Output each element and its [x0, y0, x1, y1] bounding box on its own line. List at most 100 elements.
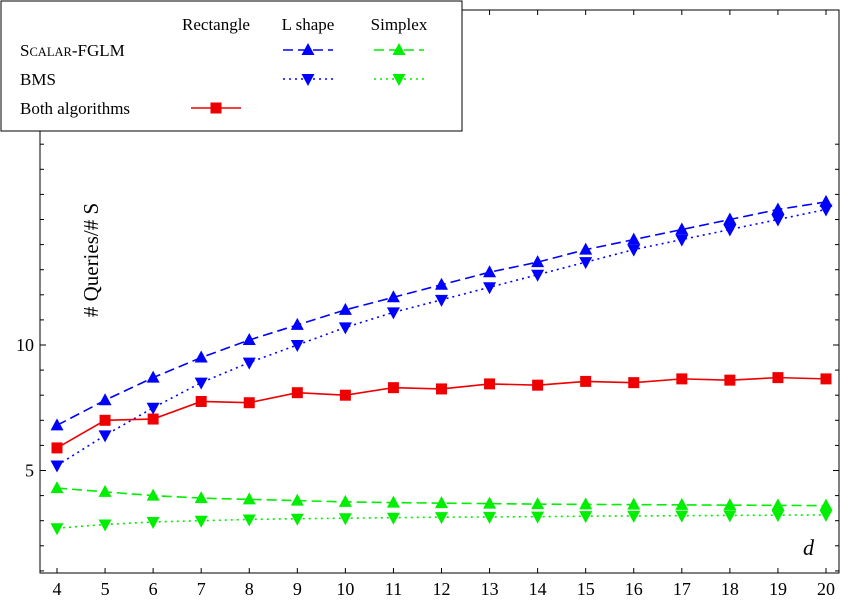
x-tick-label: 9	[293, 579, 302, 599]
x-tick-label: 6	[149, 579, 158, 599]
data-point-scalar-fglm-simplex	[50, 481, 64, 494]
data-point-scalar-fglm-simplex	[242, 492, 256, 505]
data-point-both-algorithms-rectangle	[147, 413, 159, 425]
data-point-scalar-fglm-simplex	[290, 493, 304, 506]
data-point-scalar-fglm-l-shape	[771, 202, 785, 215]
data-point-scalar-fglm-simplex	[579, 497, 593, 510]
data-point-scalar-fglm-l-shape	[98, 393, 112, 406]
data-point-both-algorithms-rectangle	[243, 397, 255, 409]
data-point-bms-l-shape	[819, 204, 833, 217]
series-line-bms-l-shape	[56, 208, 827, 467]
y-tick-label: 5	[25, 461, 34, 481]
data-point-bms-l-shape	[146, 402, 160, 415]
data-point-bms-l-shape	[290, 340, 304, 352]
x-tick-label: 16	[625, 579, 643, 599]
legend: Rectangle L shape Simplex SCALAR-FGLM BM…	[0, 0, 463, 132]
data-point-bms-simplex	[675, 510, 689, 523]
series-bms-simplex	[50, 509, 833, 536]
data-point-bms-simplex	[194, 515, 208, 528]
data-point-scalar-fglm-l-shape	[435, 277, 448, 290]
data-point-both-algorithms-rectangle	[436, 383, 447, 395]
legend-marker-scalar-fglm-l-shape	[301, 43, 315, 55]
data-point-scalar-fglm-simplex	[338, 494, 352, 507]
legend-marker-both-algorithms-rectangle	[210, 102, 222, 114]
data-point-bms-l-shape	[675, 234, 689, 247]
axis-ticks: 4 5 6 7 8 9 10 11 12 13 14 15 16 17 18 19 20 5 10	[16, 10, 839, 599]
x-tick-label: 8	[245, 579, 254, 599]
x-tick-label: 15	[577, 579, 595, 599]
series-scalar-fglm-l-shape	[50, 194, 833, 431]
data-point-scalar-fglm-l-shape	[819, 194, 833, 207]
data-point-scalar-fglm-l-shape	[338, 302, 352, 315]
data-point-bms-simplex	[242, 514, 256, 527]
data-point-scalar-fglm-simplex	[194, 491, 208, 504]
data-point-both-algorithms-rectangle	[724, 374, 736, 386]
data-point-bms-simplex	[290, 513, 304, 526]
legend-row-scalar-fglm: SCALAR-FGLM	[20, 41, 125, 60]
series-scalar-fglm-simplex	[50, 481, 833, 511]
x-tick-label: 7	[197, 579, 206, 599]
series-layer	[50, 194, 833, 536]
x-tick-label: 14	[529, 579, 547, 599]
x-tick-label: 4	[53, 579, 62, 599]
data-point-bms-simplex	[435, 512, 448, 525]
legend-marker-bms-simplex	[392, 74, 406, 86]
data-point-scalar-fglm-l-shape	[146, 370, 160, 383]
data-point-scalar-fglm-l-shape	[531, 255, 545, 268]
x-tick-label: 12	[433, 579, 451, 599]
data-point-bms-simplex	[386, 512, 400, 525]
data-point-both-algorithms-rectangle	[532, 379, 544, 391]
data-point-bms-l-shape	[579, 257, 593, 270]
data-point-bms-simplex	[483, 511, 497, 524]
data-point-both-algorithms-rectangle	[484, 378, 496, 390]
data-point-bms-l-shape	[194, 377, 208, 390]
data-point-bms-simplex	[146, 516, 160, 529]
data-point-bms-l-shape	[531, 269, 545, 282]
data-point-scalar-fglm-simplex	[723, 498, 737, 511]
x-tick-label: 5	[101, 579, 110, 599]
data-point-bms-l-shape	[242, 357, 256, 370]
data-point-both-algorithms-rectangle	[772, 372, 784, 384]
x-tick-label: 17	[673, 579, 691, 599]
legend-col-rectangle: Rectangle	[182, 15, 250, 34]
data-point-scalar-fglm-simplex	[819, 498, 833, 511]
legend-marker-scalar-fglm-simplex	[392, 43, 406, 55]
data-point-scalar-fglm-l-shape	[483, 265, 497, 278]
data-point-scalar-fglm-l-shape	[579, 242, 593, 255]
data-point-bms-l-shape	[98, 430, 112, 443]
data-point-bms-simplex	[98, 519, 112, 532]
data-point-both-algorithms-rectangle	[628, 377, 640, 389]
data-point-both-algorithms-rectangle	[339, 389, 351, 401]
data-point-bms-l-shape	[771, 214, 785, 227]
data-point-scalar-fglm-l-shape	[290, 317, 304, 330]
y-axis-label: # Queries/# S	[79, 203, 103, 317]
data-point-scalar-fglm-simplex	[386, 495, 400, 508]
data-point-bms-simplex	[723, 510, 737, 523]
data-point-bms-simplex	[531, 511, 545, 524]
data-point-bms-l-shape	[386, 307, 400, 320]
data-point-scalar-fglm-simplex	[627, 497, 641, 510]
data-point-scalar-fglm-l-shape	[627, 232, 641, 245]
data-point-both-algorithms-rectangle	[387, 382, 399, 394]
data-point-bms-simplex	[819, 509, 833, 522]
data-point-scalar-fglm-simplex	[675, 497, 689, 510]
y-tick-label: 10	[16, 335, 34, 355]
data-point-both-algorithms-rectangle	[195, 395, 207, 407]
data-point-scalar-fglm-l-shape	[723, 212, 737, 225]
data-point-scalar-fglm-l-shape	[194, 350, 208, 363]
data-point-bms-simplex	[771, 510, 785, 523]
legend-box	[0, 0, 463, 132]
series-both-algorithms-rectangle	[51, 372, 832, 454]
data-point-bms-l-shape	[338, 322, 352, 335]
data-point-scalar-fglm-l-shape	[50, 418, 64, 431]
legend-row-both: Both algorithms	[20, 99, 130, 118]
x-tick-label: 18	[721, 579, 739, 599]
data-point-scalar-fglm-simplex	[771, 498, 785, 511]
data-point-bms-simplex	[579, 511, 593, 524]
x-tick-label: 19	[769, 579, 787, 599]
data-point-bms-l-shape	[435, 294, 448, 307]
data-point-scalar-fglm-simplex	[531, 497, 545, 510]
data-point-scalar-fglm-simplex	[146, 488, 160, 501]
data-point-bms-l-shape	[483, 282, 497, 295]
data-point-bms-l-shape	[723, 224, 737, 237]
